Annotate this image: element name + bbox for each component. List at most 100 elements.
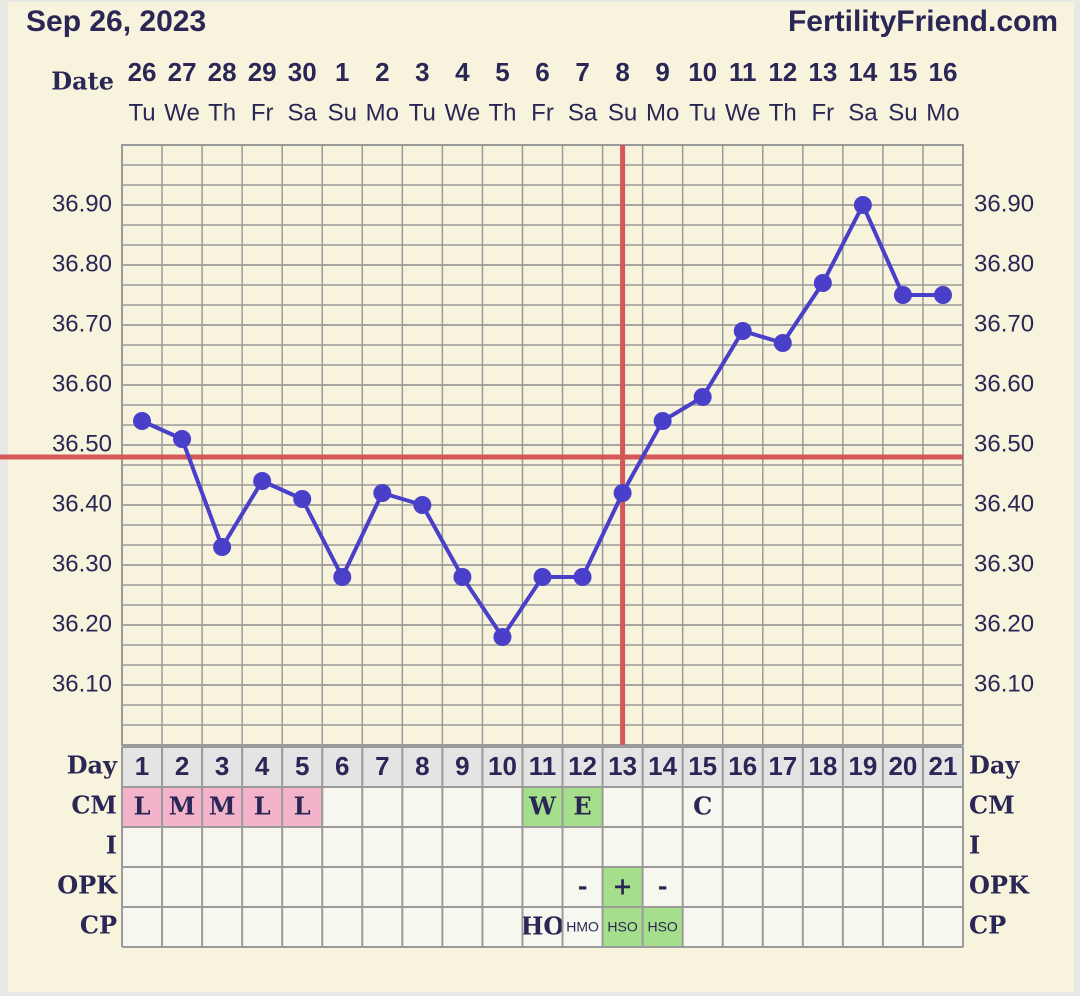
temperature-point (653, 412, 672, 430)
day-number: 10 (488, 751, 517, 781)
row-label: OPK (57, 871, 118, 900)
y2-tick-label: 36.30 (974, 550, 1034, 577)
row-label: CP (80, 911, 117, 940)
temperature-point (613, 484, 632, 502)
day-number: 19 (848, 751, 877, 781)
x-tick-label: 29 (248, 57, 277, 87)
weekday-label: We (164, 99, 200, 126)
day-number: 17 (768, 751, 797, 781)
day-number: 6 (335, 751, 349, 781)
temperature-point (133, 412, 152, 430)
weekday-label: Th (769, 99, 797, 126)
y-tick-label: 36.80 (52, 250, 112, 277)
temperature-point (253, 472, 272, 490)
weekday-label: Mo (646, 99, 679, 126)
weekday-label: Su (888, 99, 917, 126)
temperature-point (733, 322, 752, 340)
y2-tick-label: 36.60 (974, 370, 1034, 397)
temperature-point (333, 568, 352, 586)
cell-highlight (162, 787, 203, 827)
day-number: 1 (135, 751, 149, 781)
weekday-label: Sa (288, 99, 318, 126)
y2-tick-label: 36.50 (974, 430, 1034, 457)
day-number: 11 (529, 751, 557, 781)
cell-text: E (573, 792, 591, 821)
cell-text: L (254, 792, 271, 821)
cell-highlight (202, 787, 243, 827)
x-tick-label: 1 (335, 57, 349, 87)
day-number: 13 (608, 751, 637, 781)
y-tick-label: 36.60 (52, 370, 112, 397)
day-number: 21 (929, 751, 958, 781)
day-number: 15 (688, 751, 717, 781)
row-label: CM (71, 791, 117, 820)
x-tick-label: 7 (575, 57, 589, 87)
day-number: 3 (215, 751, 229, 781)
weekday-label: Su (328, 99, 357, 126)
weekday-label: Su (608, 99, 637, 126)
row-label-right: CP (969, 911, 1006, 940)
x-tick-label: 9 (655, 57, 669, 87)
cell-highlight (282, 787, 323, 827)
weekday-label: Tu (689, 99, 716, 126)
y2-tick-label: 36.80 (974, 250, 1034, 277)
weekday-label: Fr (251, 99, 274, 126)
cell-highlight (122, 787, 163, 827)
cell-text: W (528, 792, 557, 821)
row-label-right: CM (969, 791, 1015, 820)
weekday-label: Mo (926, 99, 959, 126)
day-number: 20 (888, 751, 917, 781)
source: FertilityFriend.com (788, 5, 1058, 38)
row-label-right: I (969, 831, 980, 860)
y-tick-label: 36.10 (52, 670, 112, 697)
day-number: 7 (375, 751, 389, 781)
temperature-point (773, 334, 792, 352)
day-number: 9 (455, 751, 469, 781)
cell-text: L (134, 792, 151, 821)
weekday-label: Tu (128, 99, 155, 126)
temperature-point (373, 484, 392, 502)
weekday-label: Fr (531, 99, 554, 126)
day-number: 14 (648, 751, 677, 781)
weekday-label: Sa (848, 99, 878, 126)
cell-text: HO (521, 912, 565, 941)
day-number: 12 (568, 751, 597, 781)
plot-border (121, 144, 964, 746)
weekday-label: We (725, 99, 761, 126)
cell-highlight (602, 867, 643, 907)
x-tick-label: 8 (615, 57, 629, 87)
y-tick-label: 36.20 (52, 610, 112, 637)
x-axis-label: Date (51, 67, 114, 96)
x-tick-label: 30 (288, 57, 317, 87)
temperature-point (813, 274, 832, 292)
cell-text: C (693, 792, 712, 821)
cell-text: + (613, 872, 633, 901)
row-label-right: OPK (969, 871, 1030, 900)
temperature-point (853, 196, 872, 214)
row-label: Day (67, 751, 118, 780)
y-tick-label: 36.90 (52, 190, 112, 217)
x-tick-label: 4 (455, 57, 470, 87)
x-tick-label: 27 (168, 57, 197, 87)
weekday-label: Fr (812, 99, 835, 126)
cell-text: M (209, 792, 236, 821)
day-number: 18 (808, 751, 837, 781)
x-tick-label: 15 (888, 57, 917, 87)
cell-text: HSO (607, 919, 637, 935)
y-tick-label: 36.70 (52, 310, 112, 337)
cell-text: HMO (566, 919, 599, 935)
temperature-point (693, 388, 712, 406)
x-tick-label: 28 (208, 57, 237, 87)
x-tick-label: 10 (688, 57, 717, 87)
day-number: 16 (728, 751, 757, 781)
temperature-point (573, 568, 592, 586)
temperature-point (453, 568, 472, 586)
temperature-point (413, 496, 432, 514)
x-tick-label: 12 (768, 57, 797, 87)
weekday-label: We (445, 99, 481, 126)
day-number: 4 (255, 751, 270, 781)
y-tick-label: 36.30 (52, 550, 112, 577)
temperature-point (293, 490, 312, 508)
temperature-point (933, 286, 952, 304)
